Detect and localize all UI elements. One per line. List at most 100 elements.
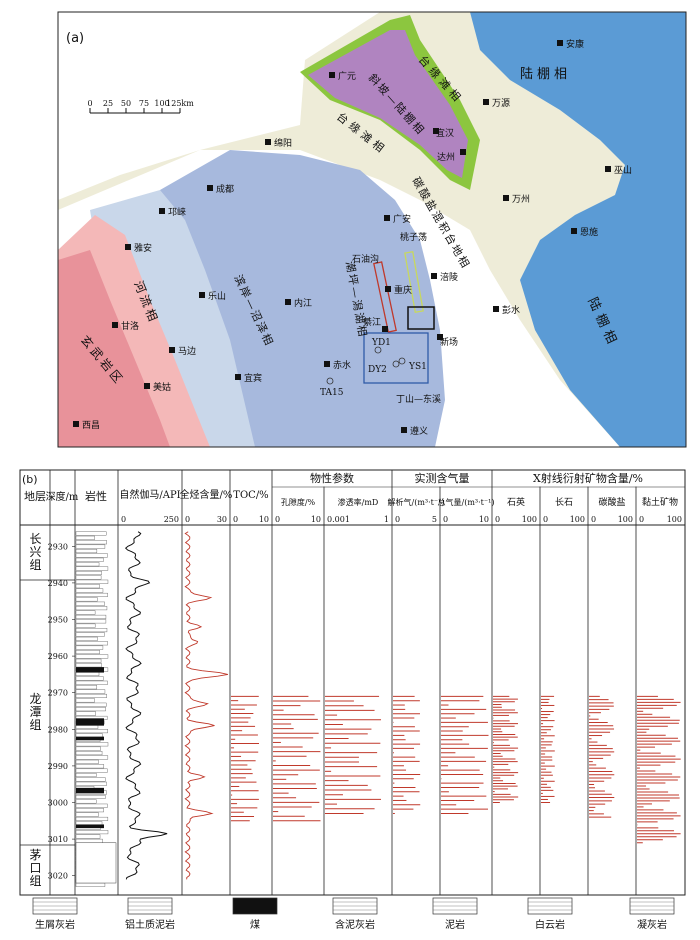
porosity-bars [273,695,321,822]
depth-tick: 3010 [48,835,68,844]
header-gr: 自然伽马/API [119,488,180,501]
city-label: 绵阳 [274,137,292,149]
header-depth: 深度/m [46,490,79,503]
legend-label: 煤 [250,918,260,931]
scale-min: 0 [275,515,280,524]
city-0: 安康 [557,38,584,50]
legend-item: 煤 [232,897,278,931]
city-4: 达州 [437,149,466,163]
city-15: 乐山 [199,290,226,302]
city-23: 马边 [169,346,196,357]
city-10: 广安 [384,213,411,225]
scale-min: 0.001 [327,515,350,524]
city-marker-icon [384,215,390,221]
city-label: 美姑 [153,381,171,393]
legend-item: 生屑灰岩 [32,897,78,931]
well-marker-icon [374,346,382,354]
header-carbonate: 碳酸盐 [598,496,625,508]
legend-item: 含泥灰岩 [332,897,378,931]
city-label: 万源 [492,98,510,109]
city-marker-icon [460,149,466,155]
header-phys_group: 物性参数 [310,471,354,485]
header-quartz: 石英 [507,496,525,508]
map-frame [57,11,687,448]
scale-tick-label: 50 [121,99,131,108]
city-marker-icon [503,195,509,201]
legend-item: 铝土质泥岩 [125,897,175,931]
city-label: 石油沟 [352,253,379,265]
well-marker-icon [326,377,334,385]
scale-min: 0 [395,515,400,524]
city-16: 重庆 [385,284,412,296]
city-29: 美姑 [144,381,171,393]
toc-bars [231,695,259,822]
legend-label: 凝灰岩 [637,918,667,931]
header-toc: TOC/% [233,490,268,501]
city-label: 乐山 [208,290,226,302]
city-label: 重庆 [394,284,412,296]
scale-max: 250 [164,515,179,524]
depth-tick: 2970 [48,689,68,698]
scale-min: 0 [443,515,448,524]
permeability-bars [325,695,382,814]
city-label: TA15 [320,388,344,398]
scale-max: 1 [384,515,389,524]
city-label: 涪陵 [440,271,458,283]
city-label: 安康 [566,38,584,50]
legend-label: 白云岩 [535,918,565,931]
city-marker-icon [324,361,330,367]
city-label: 桃子荡 [400,231,427,243]
xinchang-box [407,306,435,330]
header-clay: 黏土矿物 [642,496,678,508]
city-33: 遵义 [401,425,428,437]
scale-tick-label: 75 [139,99,149,108]
facies-label-shelf_ne: 陆棚相 [520,66,567,82]
well-log-panel [19,469,686,896]
city-marker-icon [382,326,388,332]
well-marker-icon [398,357,406,365]
city-label: YS1 [408,362,427,372]
coal-bed [76,736,104,741]
city-label: 宜宾 [244,372,262,384]
city-marker-icon [207,185,213,191]
depth-tick: 2950 [48,616,68,625]
panel-b-label: (b) [22,473,38,486]
scale-max: 100 [522,515,537,524]
city-marker-icon [431,273,437,279]
header-perm: 渗透率/mD [338,497,379,507]
city-6: 绵阳 [265,137,292,149]
city-marker-icon [112,322,118,328]
total-gas-bars [441,695,489,814]
city-label: 马边 [178,346,196,357]
city-label: 雅安 [134,242,152,254]
legend-item: 白云岩 [527,897,573,931]
city-label: 万州 [512,194,530,205]
facies-map [58,12,686,447]
city-label: 遵义 [410,425,428,437]
city-label: YD1 [371,338,391,348]
scale-max: 10 [479,515,489,524]
header-gas_group: 实测含气量 [415,471,470,485]
city-label: 巫山 [614,165,632,176]
city-label: 新场 [440,336,458,348]
scale-min: 0 [495,515,500,524]
city-label: 丁山—东溪 [396,393,441,405]
scale-max: 10 [311,515,321,524]
city-label: 广安 [393,213,411,225]
city-13: 石油沟 [352,253,379,265]
clay-bars [637,695,681,844]
city-marker-icon [144,383,150,389]
limestone-block [75,842,117,884]
basalt-region [58,250,170,447]
city-marker-icon [125,244,131,250]
city-marker-icon [493,306,499,312]
header-xrd_group: X射线衍射矿物含量/% [533,471,643,485]
formation-label: 龙潭组 [28,692,42,731]
city-12: 雅安 [125,242,152,254]
city-14: 桃子荡 [400,231,427,243]
city-17: 涪陵 [431,271,458,283]
legend-label: 含泥灰岩 [335,918,375,931]
city-marker-icon [169,347,175,353]
feldspar-bars [541,695,555,803]
city-marker-icon [73,421,79,427]
